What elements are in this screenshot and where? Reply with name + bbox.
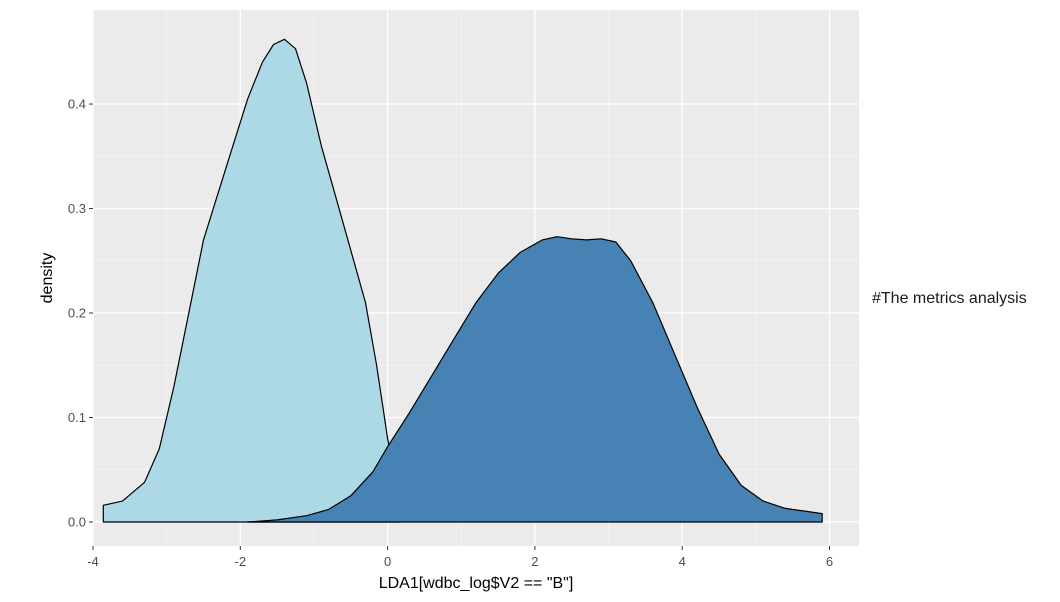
x-axis-ticks: -4 -2 0 2 4 6 [87,546,833,569]
x-tick-label: 6 [826,554,833,569]
x-tick-label: -2 [235,554,247,569]
y-tick-label: 0.4 [68,97,86,112]
side-annotation: #The metrics analysis [872,290,1027,307]
density-area-1 [102,38,400,523]
y-tick-label: 0.1 [68,410,86,425]
x-axis-title: LDA1[wdbc_log$V2 == "B"] [379,575,574,592]
density-area-2 [247,236,823,523]
y-axis-title: density [39,253,56,304]
x-tick-label: 2 [531,554,538,569]
x-tick-label: 0 [384,554,391,569]
y-tick-label: 0.2 [68,306,86,321]
y-tick-label: 0.0 [68,514,86,529]
y-tick-label: 0.3 [68,201,86,216]
y-axis-ticks: 0.0 0.1 0.2 0.3 0.4 [68,97,93,529]
x-tick-label: -4 [87,554,99,569]
x-tick-label: 4 [679,554,686,569]
density-areas [102,38,823,523]
